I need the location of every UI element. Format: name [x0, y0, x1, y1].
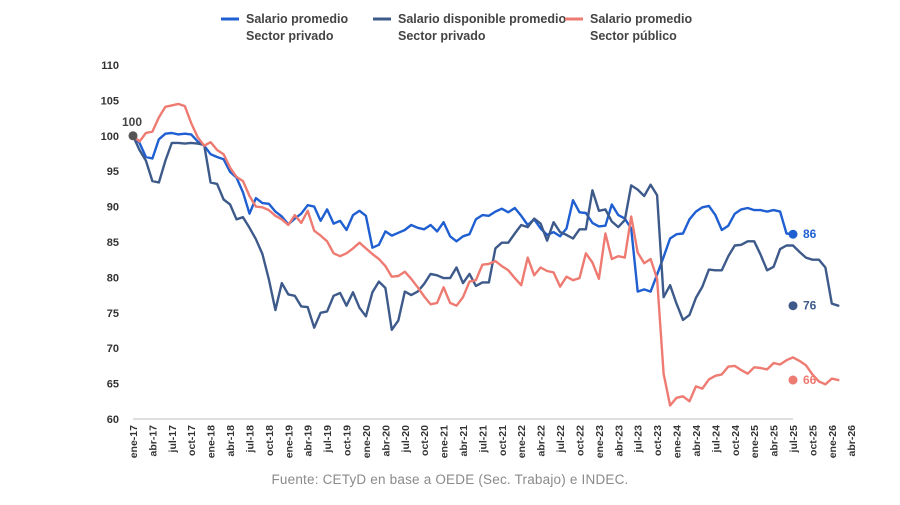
series-line-2 — [131, 134, 840, 331]
series-line-1 — [131, 131, 795, 293]
plot-area: 100 86 76 66 — [122, 102, 840, 407]
y-tick-label: 80 — [107, 272, 119, 284]
x-tick-label: abr-17 — [147, 425, 159, 457]
x-tick-label: ene-22 — [516, 425, 528, 458]
x-tick-label: oct-25 — [807, 425, 819, 456]
x-tick-label: oct-20 — [419, 425, 431, 456]
end-marker-3 — [788, 375, 798, 385]
x-tick-label: jul-21 — [477, 425, 489, 454]
legend-label-1: Salario promedio — [246, 12, 348, 26]
x-tick-label: abr-23 — [613, 425, 625, 457]
end-value-label-2: 76 — [803, 299, 817, 313]
x-tick-label: jul-17 — [167, 425, 179, 454]
x-tick-label: jul-22 — [555, 425, 567, 454]
x-tick-label: ene-19 — [283, 425, 295, 458]
x-tick-label: ene-24 — [672, 425, 684, 458]
x-tick-label: ene-18 — [206, 425, 218, 458]
x-tick-label: oct-22 — [574, 425, 586, 456]
legend-sublabel-2: Sector privado — [398, 29, 486, 43]
y-tick-label: 65 — [107, 379, 119, 391]
x-tick-label: oct-18 — [264, 425, 276, 456]
x-tick-label: abr-18 — [225, 425, 237, 457]
x-tick-label: ene-26 — [827, 425, 839, 458]
x-tick-label: jul-24 — [710, 425, 722, 454]
x-tick-label: ene-21 — [439, 425, 451, 458]
x-tick-label: oct-19 — [342, 425, 354, 456]
end-marker-2 — [788, 301, 798, 311]
x-tick-label: oct-23 — [652, 425, 664, 456]
x-tick-label: jul-23 — [633, 425, 645, 454]
y-tick-label: 60 — [107, 414, 119, 426]
x-tick-label: jul-20 — [400, 425, 412, 454]
y-tick-label: 70 — [107, 343, 119, 355]
series-line-3 — [131, 102, 840, 407]
x-tick-label: abr-24 — [691, 425, 703, 457]
y-tick-label: 75 — [107, 308, 119, 320]
x-tick-label: ene-25 — [749, 425, 761, 458]
x-tick-label: abr-22 — [536, 425, 548, 457]
y-tick-label: 95 — [107, 166, 119, 178]
legend-label-3: Salario promedio — [590, 12, 692, 26]
legend-label-2: Salario disponible promedio — [398, 12, 566, 26]
start-marker — [128, 131, 138, 141]
end-value-label-1: 86 — [803, 227, 817, 241]
x-tick-label: ene-17 — [128, 425, 140, 458]
x-tick-label: abr-25 — [769, 425, 781, 457]
x-tick-label: abr-26 — [846, 425, 858, 457]
x-tick-label: ene-23 — [594, 425, 606, 458]
start-value-label: 100 — [122, 115, 142, 129]
x-axis: ene-17 abr-17 jul-17 oct-17 ene-18 abr-18 jul-… — [128, 418, 858, 458]
x-tick-label: jul-25 — [788, 425, 800, 454]
legend-sublabel-1: Sector privado — [246, 29, 334, 43]
legend: Salario promedio Sector privado Salario di… — [221, 12, 692, 43]
x-tick-label: jul-18 — [244, 425, 256, 454]
y-axis: 60 65 70 75 80 85 90 95 100 105 110 — [101, 60, 119, 426]
y-tick-label: 90 — [107, 202, 119, 214]
x-tick-label: oct-21 — [497, 425, 509, 456]
source-note: Fuente: CETyD en base a OEDE (Sec. Traba… — [271, 472, 629, 487]
y-tick-label: 100 — [101, 131, 119, 143]
x-tick-label: ene-20 — [361, 425, 373, 458]
x-tick-label: oct-17 — [186, 425, 198, 456]
x-tick-label: oct-24 — [730, 425, 742, 456]
end-marker-1 — [788, 229, 798, 239]
x-tick-label: abr-19 — [303, 425, 315, 457]
y-tick-label: 105 — [101, 95, 119, 107]
x-tick-label: abr-21 — [458, 425, 470, 457]
y-tick-label: 85 — [107, 237, 119, 249]
end-value-label-3: 66 — [803, 373, 817, 387]
legend-sublabel-3: Sector público — [590, 29, 677, 43]
x-tick-label: abr-20 — [380, 425, 392, 457]
x-tick-label: jul-19 — [322, 425, 334, 454]
y-tick-label: 110 — [101, 60, 119, 72]
